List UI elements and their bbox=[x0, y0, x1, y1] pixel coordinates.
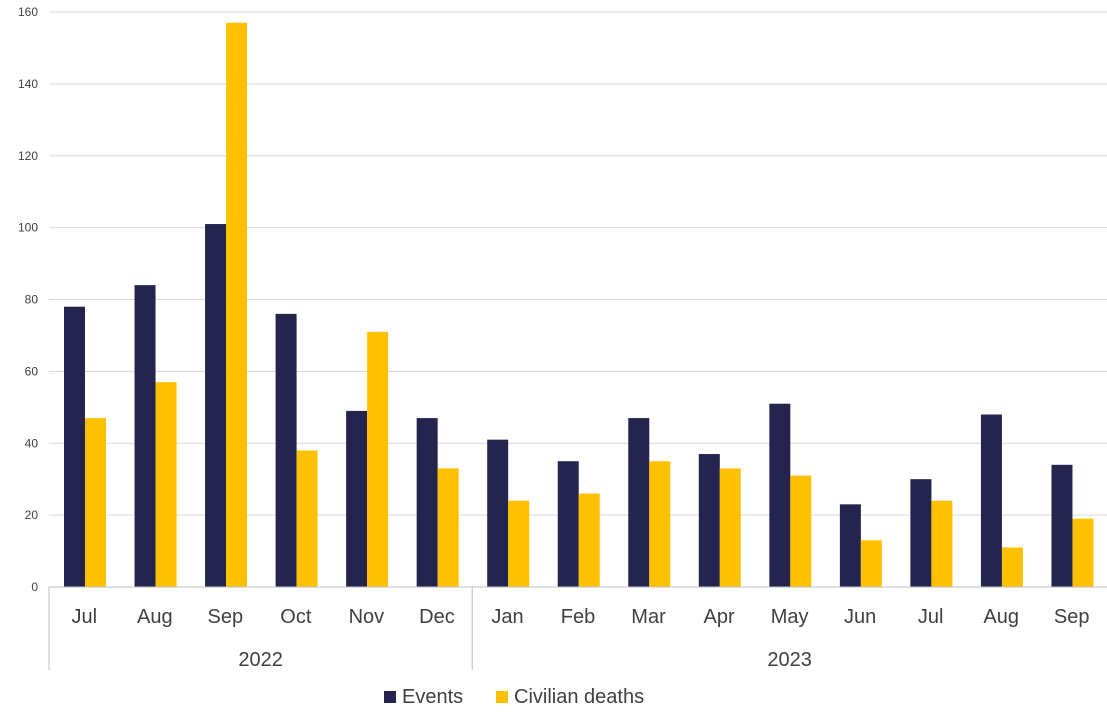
x-tick-label: Oct bbox=[280, 606, 312, 628]
x-group-label: 2022 bbox=[238, 649, 283, 671]
bar-civilian-deaths bbox=[226, 22, 248, 587]
bar-civilian-deaths bbox=[1001, 547, 1023, 587]
x-tick-label: Sep bbox=[208, 606, 244, 628]
bar-civilian-deaths bbox=[367, 331, 389, 587]
y-tick-label: 100 bbox=[18, 221, 38, 235]
x-tick-label: Aug bbox=[983, 606, 1019, 628]
legend: Events Civilian deaths bbox=[384, 686, 644, 708]
x-tick-label: Sep bbox=[1054, 606, 1090, 628]
bar-events bbox=[275, 313, 297, 587]
bar-civilian-deaths bbox=[437, 468, 459, 587]
bar-events bbox=[346, 410, 368, 587]
bar-events bbox=[64, 306, 85, 587]
bar-events bbox=[134, 285, 156, 587]
legend-swatch-events bbox=[384, 691, 396, 703]
bar-civilian-deaths bbox=[578, 493, 600, 587]
x-tick-label: Mar bbox=[631, 606, 666, 628]
bar-civilian-deaths bbox=[155, 382, 177, 587]
x-tick-label: Apr bbox=[704, 606, 735, 628]
x-tick-label: Nov bbox=[349, 606, 385, 628]
x-group-label: 2023 bbox=[767, 649, 812, 671]
y-tick-label: 0 bbox=[31, 580, 38, 594]
bar-events bbox=[1051, 464, 1073, 587]
bar-civilian-deaths bbox=[931, 500, 953, 587]
bar-civilian-deaths bbox=[1072, 518, 1094, 587]
x-tick-label: Feb bbox=[561, 606, 595, 628]
bar-events bbox=[698, 454, 720, 587]
x-tick-label: Dec bbox=[419, 606, 455, 628]
bar-events bbox=[839, 504, 861, 587]
y-tick-label: 60 bbox=[25, 364, 39, 378]
x-tick-label: Aug bbox=[137, 606, 173, 628]
bar-events bbox=[910, 479, 932, 587]
y-tick-label: 40 bbox=[25, 436, 39, 450]
bars bbox=[64, 22, 1094, 587]
x-tick-label: Jun bbox=[844, 606, 876, 628]
bar-civilian-deaths bbox=[649, 461, 671, 587]
y-tick-label: 20 bbox=[25, 508, 39, 522]
y-tick-label: 140 bbox=[18, 77, 38, 91]
y-tick-label: 120 bbox=[18, 149, 38, 163]
y-tick-label: 160 bbox=[18, 5, 38, 19]
bar-events bbox=[205, 224, 227, 587]
x-tick-label: Jan bbox=[491, 606, 523, 628]
bar-civilian-deaths bbox=[790, 475, 812, 587]
legend-label: Civilian deaths bbox=[514, 686, 644, 708]
y-axis-tick-labels: 0 20 40 60 80 100 120 140 160 bbox=[18, 5, 38, 594]
bar-events bbox=[769, 403, 791, 587]
x-tick-label: Jul bbox=[918, 606, 944, 628]
bar-events bbox=[980, 414, 1002, 587]
bar-events bbox=[487, 439, 509, 587]
x-axis: Jul Aug Sep Oct Nov Dec Jan Feb Mar Apr May Jun Jul A… bbox=[48, 586, 1107, 671]
x-tick-label: Jul bbox=[71, 606, 97, 628]
bar-civilian-deaths bbox=[860, 540, 882, 587]
legend-label: Events bbox=[402, 686, 463, 708]
bar-events bbox=[628, 418, 650, 587]
y-tick-label: 80 bbox=[25, 293, 39, 307]
bar-events bbox=[416, 418, 438, 587]
bar-civilian-deaths bbox=[719, 468, 741, 587]
x-tick-label: May bbox=[771, 606, 809, 628]
bar-civilian-deaths bbox=[508, 500, 530, 587]
bar-civilian-deaths bbox=[85, 418, 106, 587]
legend-swatch-civilian-deaths bbox=[496, 691, 508, 703]
bar-events bbox=[557, 461, 579, 587]
bar-civilian-deaths bbox=[296, 450, 318, 587]
